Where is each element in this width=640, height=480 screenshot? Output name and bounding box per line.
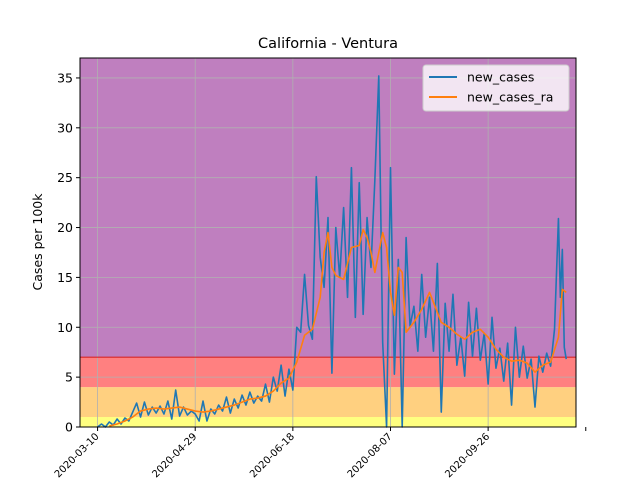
- legend-label-0: new_cases: [467, 70, 534, 85]
- band-0: [80, 417, 576, 427]
- legend-label-1: new_cases_ra: [467, 90, 553, 105]
- legend: new_cases new_cases_ra: [422, 64, 570, 112]
- y-tick-label-2: 10: [57, 320, 73, 335]
- y-axis-label: Cases per 100k: [30, 193, 45, 291]
- y-tick-label-5: 25: [57, 170, 73, 185]
- chart-title: California - Ventura: [258, 36, 398, 52]
- band-1: [80, 387, 576, 418]
- y-tick-label-1: 5: [65, 370, 73, 385]
- series-line-new_cases: [97, 75, 568, 428]
- band-2: [80, 357, 576, 388]
- plot-series: [97, 75, 568, 428]
- legend-box: [422, 64, 570, 112]
- grid-lines: [80, 58, 576, 427]
- y-tick-label-4: 20: [57, 220, 73, 235]
- y-tick-label-0: 0: [65, 420, 73, 435]
- y-tick-label-3: 15: [57, 270, 73, 285]
- series-line-new_cases_ra: [109, 228, 567, 427]
- y-tick-label-6: 30: [57, 120, 73, 135]
- plot-frame: [79, 57, 577, 428]
- y-tick-label-7: 35: [57, 70, 73, 85]
